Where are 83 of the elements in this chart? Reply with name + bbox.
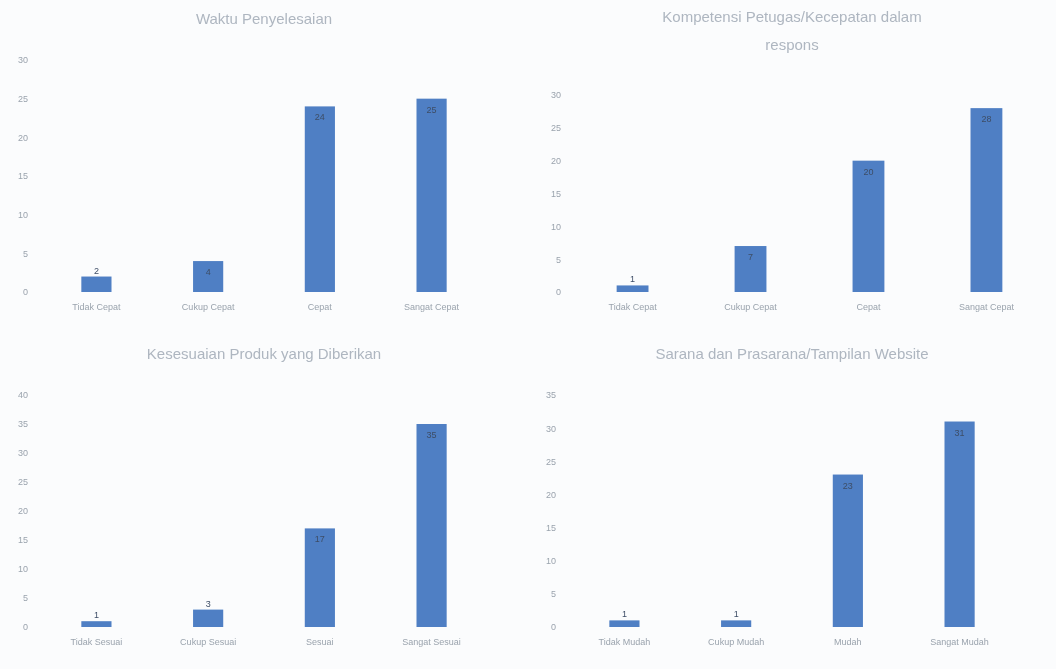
x-tick-label: Sangat Sesuai	[402, 637, 461, 648]
y-tick-label: 15	[545, 522, 556, 533]
data-label: 1	[93, 610, 99, 621]
data-label: 31	[954, 427, 965, 438]
y-tick-label: 0	[550, 622, 556, 633]
y-tick-label: 15	[17, 171, 28, 182]
bar	[304, 106, 335, 292]
y-tick-label: 40	[17, 390, 28, 401]
chart-title: Sarana dan Prasarana/Tampilan Website	[655, 345, 929, 362]
y-tick-label: 20	[550, 156, 561, 167]
bar	[193, 261, 224, 292]
bar	[81, 621, 112, 627]
bar	[609, 620, 640, 627]
data-label: 1	[621, 609, 627, 620]
data-label: 2	[93, 265, 99, 276]
y-tick-label: 20	[17, 506, 28, 517]
bar	[193, 609, 224, 627]
y-tick-label: 30	[550, 90, 561, 101]
x-tick-label: Mudah	[834, 637, 862, 648]
bar	[734, 246, 767, 292]
data-label: 20	[863, 166, 874, 177]
y-tick-label: 30	[545, 423, 556, 434]
data-label: 1	[630, 274, 636, 285]
x-tick-label: Cukup Mudah	[708, 637, 765, 648]
data-label: 3	[205, 598, 211, 609]
x-tick-label: Tidak Cepat	[72, 302, 122, 313]
y-tick-label: 10	[545, 556, 556, 567]
y-tick-label: 35	[545, 390, 556, 401]
y-tick-label: 30	[17, 448, 28, 459]
y-tick-label: 5	[22, 593, 28, 604]
y-tick-label: 10	[17, 210, 28, 221]
bar	[852, 160, 885, 292]
y-tick-label: 0	[22, 622, 28, 633]
bar	[970, 108, 1003, 292]
y-tick-label: 15	[17, 535, 28, 546]
y-tick-label: 25	[545, 456, 556, 467]
data-label: 25	[426, 104, 437, 115]
y-tick-label: 20	[545, 489, 556, 500]
y-tick-label: 5	[555, 254, 561, 265]
bar	[832, 474, 863, 627]
data-label: 23	[842, 480, 853, 491]
x-tick-label: Sesuai	[306, 637, 334, 648]
bar	[616, 285, 649, 292]
x-tick-label: Sangat Cepat	[958, 302, 1015, 313]
x-tick-label: Cepat	[307, 302, 333, 313]
bar	[721, 620, 752, 627]
y-tick-label: 25	[17, 477, 28, 488]
chart-title: Kompetensi Petugas/Kecepatan dalam respons	[662, 8, 922, 53]
y-tick-label: 25	[17, 94, 28, 105]
chart-title: Waktu Penyelesaian	[195, 10, 333, 27]
y-tick-label: 25	[550, 123, 561, 134]
data-label: 35	[426, 430, 437, 440]
y-tick-label: 30	[17, 55, 28, 66]
bar	[944, 421, 975, 627]
x-tick-label: Sangat Cepat	[404, 302, 460, 313]
data-label: 17	[314, 534, 325, 545]
x-tick-label: Cepat	[856, 302, 881, 313]
x-tick-label: Cukup Sesuai	[180, 637, 237, 648]
x-tick-label: Cukup Cepat	[724, 302, 778, 313]
bar	[416, 424, 447, 627]
x-tick-label: Tidak Sesuai	[70, 637, 123, 648]
x-tick-label: Tidak Cepat	[608, 302, 658, 313]
x-tick-label: Cukup Cepat	[181, 302, 235, 313]
x-tick-label: Sangat Mudah	[930, 637, 989, 648]
x-tick-label: Tidak Mudah	[598, 637, 651, 648]
data-label: 1	[733, 609, 739, 620]
y-tick-label: 0	[555, 287, 561, 298]
y-tick-label: 20	[17, 132, 28, 143]
y-tick-label: 10	[17, 564, 28, 575]
data-label: 24	[314, 112, 325, 123]
chart-title: Kesesuaian Produk yang Diberikan	[146, 345, 382, 362]
y-tick-label: 15	[550, 188, 561, 199]
y-tick-label: 35	[17, 419, 28, 430]
data-label: 7	[748, 252, 754, 263]
y-tick-label: 0	[22, 287, 28, 298]
bar	[304, 528, 335, 627]
data-label: 4	[205, 267, 211, 278]
bar	[81, 276, 112, 292]
y-tick-label: 5	[22, 248, 28, 259]
data-label: 28	[981, 114, 992, 125]
bar	[416, 98, 447, 292]
y-tick-label: 10	[550, 221, 561, 232]
y-tick-label: 5	[550, 589, 556, 600]
